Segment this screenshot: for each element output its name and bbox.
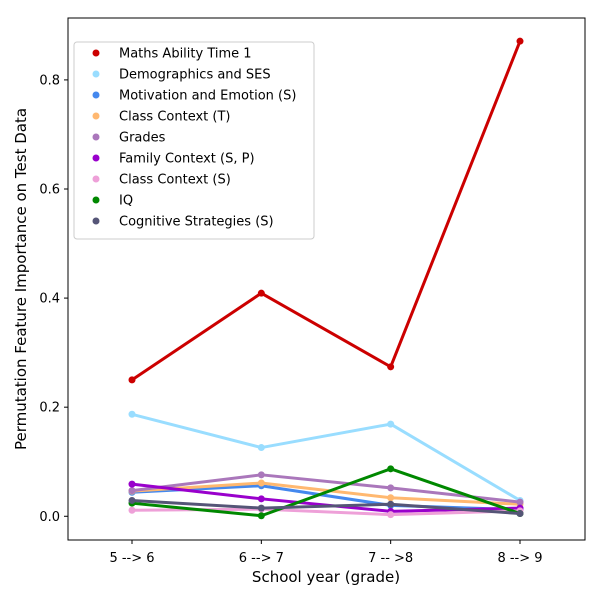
legend-marker [92, 49, 100, 57]
legend-label: Demographics and SES [119, 68, 271, 83]
legend-marker [92, 196, 100, 204]
series-line-8 [130, 498, 522, 516]
data-point [128, 487, 136, 495]
data-point [387, 494, 395, 502]
series-line-7 [130, 467, 522, 518]
legend-label: Grades [119, 131, 166, 146]
x-axis: 5 --> 6 6 --> 7 7 -- >8 8 --> 9 [109, 540, 543, 566]
y-tick-label: 0.0 [39, 510, 60, 525]
legend-label: IQ [119, 194, 133, 209]
y-tick-label: 0.2 [39, 401, 60, 416]
y-tick-label: 0.4 [39, 292, 60, 307]
data-point [516, 498, 524, 506]
y-tick-label: 0.6 [39, 183, 60, 198]
data-point [257, 512, 265, 520]
data-point [128, 496, 136, 504]
legend-marker [92, 112, 100, 120]
data-point [387, 500, 395, 508]
legend-marker [92, 217, 100, 225]
data-point [128, 480, 136, 488]
data-point [387, 465, 395, 473]
x-tick-label: 8 --> 9 [497, 551, 542, 566]
x-tick-label: 6 --> 7 [239, 551, 284, 566]
data-point [516, 37, 524, 45]
legend-marker [92, 175, 100, 183]
legend-marker [92, 154, 100, 162]
data-point [128, 410, 136, 418]
data-point [387, 511, 395, 519]
data-point [128, 376, 136, 384]
plot-frame [67, 17, 586, 541]
series-layer [128, 37, 524, 520]
data-point [387, 420, 395, 428]
x-tick-label: 5 --> 6 [109, 551, 154, 566]
data-point [257, 479, 265, 487]
legend-label: Cognitive Strategies (S) [119, 215, 274, 230]
data-point [257, 289, 265, 297]
legend-label: Class Context (T) [119, 110, 230, 125]
data-point [257, 495, 265, 503]
y-tick-label: 0.8 [39, 73, 60, 88]
series-line-1 [130, 412, 522, 502]
data-point [387, 363, 395, 371]
legend-label: Class Context (S) [119, 173, 231, 188]
series-line-0 [130, 39, 522, 382]
legend-marker [92, 91, 100, 99]
legend: Maths Ability Time 1 Demographics and SES… [73, 41, 315, 240]
data-point [128, 506, 136, 514]
series-line-3 [130, 481, 522, 506]
legend-label: Maths Ability Time 1 [119, 47, 252, 62]
data-point [257, 471, 265, 479]
y-axis: 0.0 0.2 0.4 0.6 0.8 [39, 73, 68, 525]
data-point [387, 484, 395, 492]
data-point [516, 510, 524, 518]
x-tick-label: 7 -- >8 [368, 551, 413, 566]
data-point [257, 504, 265, 512]
legend-label: Motivation and Emotion (S) [119, 89, 296, 104]
data-point [257, 444, 265, 452]
x-axis-label: School year (grade) [252, 568, 400, 586]
y-axis-label: Permutation Feature Importance on Test D… [12, 108, 30, 450]
series-line-4 [130, 473, 522, 504]
legend-marker [92, 70, 100, 78]
legend-label: Family Context (S, P) [119, 152, 255, 167]
legend-marker [92, 133, 100, 141]
legend-frame [73, 41, 315, 240]
